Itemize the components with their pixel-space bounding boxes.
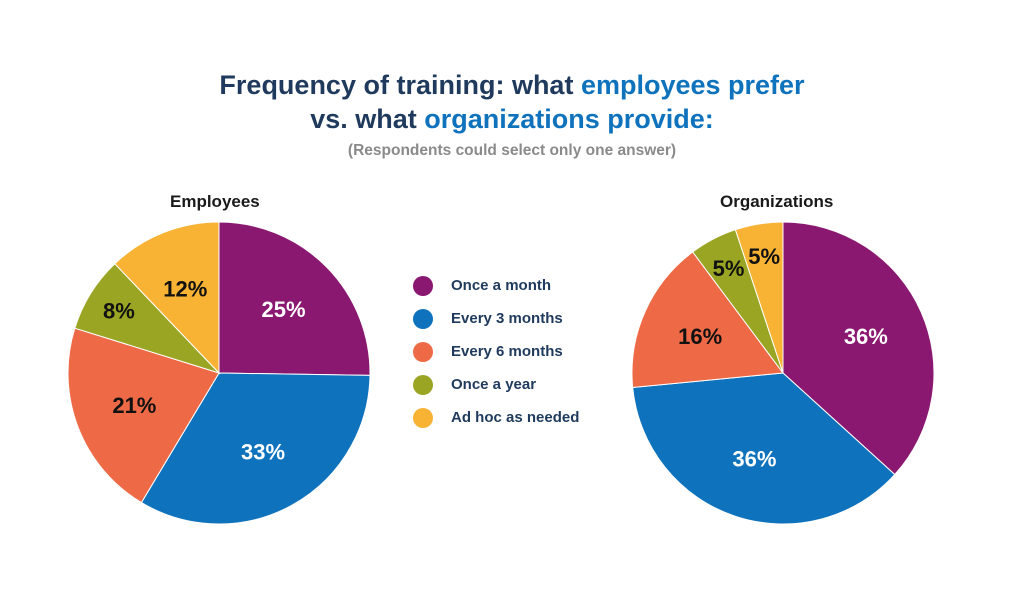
title-accent-organizations: organizations provide: bbox=[424, 104, 714, 134]
legend-item-every-6-months: Every 6 months bbox=[413, 335, 579, 368]
legend-item-once-a-year: Once a year bbox=[413, 368, 579, 401]
legend-label: Once a year bbox=[451, 376, 537, 393]
chart-title-block: Frequency of training: what employees pr… bbox=[0, 68, 1024, 160]
employees-slice-every-3-months bbox=[140, 372, 371, 525]
organizations-label-ad-hoc-as-needed: 5% bbox=[748, 244, 780, 269]
organizations-slice-every-6-months bbox=[631, 251, 784, 389]
employees-label-once-a-year: 8% bbox=[103, 298, 135, 323]
legend-label: Every 6 months bbox=[451, 343, 563, 360]
employees-pie-title: Employees bbox=[170, 192, 260, 211]
legend-label: Every 3 months bbox=[451, 310, 563, 327]
chart-subtitle: (Respondents could select only one answe… bbox=[347, 142, 677, 159]
legend-swatch bbox=[413, 341, 433, 362]
organizations-label-every-3-months: 36% bbox=[732, 446, 776, 471]
employees-slice-ad-hoc-as-needed bbox=[114, 221, 220, 375]
organizations-slice-ad-hoc-as-needed bbox=[734, 221, 784, 374]
employees-pie: 25% 33% 21% 8% 12% bbox=[67, 221, 371, 525]
title-accent-employees: employees prefer bbox=[580, 70, 805, 100]
legend-label: Ad hoc as needed bbox=[451, 409, 580, 426]
title-text-2: vs. what bbox=[310, 104, 425, 134]
employees-slice-every-6-months bbox=[67, 327, 220, 504]
legend-item-every-3-months: Every 3 months bbox=[413, 302, 579, 335]
organizations-pie-title: Organizations bbox=[720, 192, 834, 211]
organizations-label-every-6-months: 16% bbox=[678, 324, 722, 349]
employees-slice-once-a-month bbox=[218, 221, 371, 376]
legend-swatch bbox=[413, 407, 433, 428]
employees-label-ad-hoc-as-needed: 12% bbox=[163, 276, 207, 301]
organizations-slice-every-3-months bbox=[632, 372, 896, 525]
legend-item-ad-hoc: Ad hoc as needed bbox=[413, 401, 579, 434]
organizations-pie: 36% 36% 16% 5% 5% bbox=[631, 221, 935, 525]
legend-item-once-a-month: Once a month bbox=[413, 269, 579, 302]
employees-label-once-a-month: 25% bbox=[262, 297, 306, 322]
organizations-label-once-a-year: 5% bbox=[713, 256, 745, 281]
legend-swatch bbox=[413, 308, 433, 329]
legend-swatch bbox=[413, 374, 433, 395]
legend-label: Once a month bbox=[451, 277, 552, 294]
chart-title-line-1: Frequency of training: what employees pr… bbox=[0, 68, 1024, 102]
organizations-label-once-a-month: 36% bbox=[844, 324, 888, 349]
legend: Once a month Every 3 months Every 6 mont… bbox=[413, 269, 579, 434]
employees-label-every-3-months: 33% bbox=[241, 440, 285, 465]
title-text-1: Frequency of training: what bbox=[219, 70, 581, 100]
organizations-slice-once-a-month bbox=[782, 221, 935, 476]
chart-title-line-2: vs. what organizations provide: bbox=[0, 102, 1024, 136]
legend-swatch bbox=[413, 275, 433, 296]
employees-label-every-6-months: 21% bbox=[112, 393, 156, 418]
